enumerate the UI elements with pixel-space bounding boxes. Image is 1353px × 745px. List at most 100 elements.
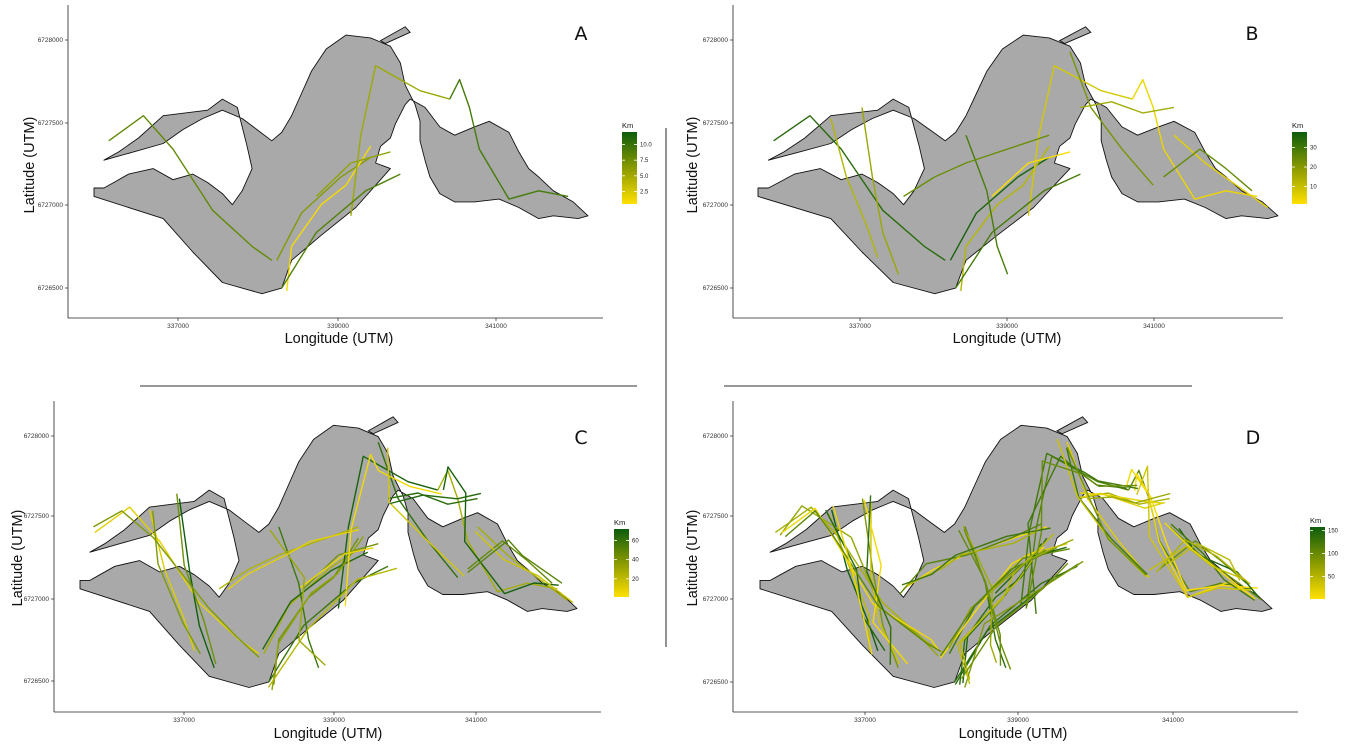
x-axis-title: Longitude (UTM) bbox=[953, 331, 1062, 347]
y-tick-label: 6726500 bbox=[38, 285, 64, 292]
track-line bbox=[477, 526, 568, 601]
panel-a: 6726500 6727000 6727500 6728000 337000 33900… bbox=[22, 5, 652, 347]
track-line bbox=[390, 492, 482, 505]
legend-ticks: 50 100 150 bbox=[1310, 529, 1339, 581]
region-spit bbox=[1056, 416, 1089, 435]
track-line bbox=[1148, 545, 1247, 581]
panel-b: 6726500 6727000 6727500 6728000 337000 33900… bbox=[685, 5, 1317, 347]
track-line bbox=[781, 507, 940, 652]
legend-tick-label: 50 bbox=[1328, 575, 1335, 581]
x-axis-title: Longitude (UTM) bbox=[959, 726, 1068, 742]
track-lines bbox=[773, 51, 1269, 291]
legend-tick-label: 100 bbox=[1328, 552, 1339, 558]
y-tick-label: 6726500 bbox=[24, 678, 50, 685]
legend-tick-label: 20 bbox=[1310, 165, 1317, 171]
track-line bbox=[940, 546, 1058, 657]
track-line bbox=[905, 527, 1044, 587]
track-line bbox=[387, 492, 478, 505]
track-line bbox=[901, 527, 1051, 586]
legend-tick-label: 10 bbox=[1310, 184, 1317, 190]
track-line bbox=[286, 145, 372, 291]
track-line bbox=[962, 525, 998, 663]
legend-tick-label: 60 bbox=[632, 538, 639, 544]
x-ticks: 337000 339000 341000 bbox=[173, 712, 487, 724]
y-tick-label: 6727000 bbox=[38, 202, 64, 209]
y-tick-label: 6727000 bbox=[24, 596, 50, 603]
y-ticks: 6726500 6727000 6727500 6728000 bbox=[24, 433, 54, 685]
track-line bbox=[387, 447, 465, 577]
track-line bbox=[299, 547, 374, 589]
legend-title: Km bbox=[1310, 516, 1321, 525]
panel-label: A bbox=[575, 23, 588, 45]
y-tick-label: 6728000 bbox=[703, 433, 729, 440]
track-line bbox=[965, 134, 1009, 275]
track-line bbox=[474, 530, 574, 603]
y-ticks: 6726500 6727000 6727500 6728000 bbox=[703, 433, 733, 686]
track-line bbox=[267, 567, 398, 688]
track-line bbox=[774, 506, 945, 655]
legend-title: Km bbox=[1292, 121, 1303, 130]
track-line bbox=[1087, 492, 1171, 504]
y-tick-label: 6727500 bbox=[703, 120, 729, 127]
study-region bbox=[757, 34, 1279, 295]
y-axis-title: Latitude (UTM) bbox=[685, 510, 701, 607]
y-tick-label: 6727500 bbox=[38, 120, 64, 127]
track-line bbox=[1027, 65, 1133, 216]
y-axis-title: Latitude (UTM) bbox=[10, 510, 26, 607]
x-tick-label: 341000 bbox=[1143, 323, 1165, 330]
x-ticks: 337000 339000 341000 bbox=[849, 318, 1165, 330]
track-line bbox=[825, 509, 886, 652]
colorbar-legend: Km 20 40 60 bbox=[614, 518, 639, 597]
legend-tick-label: 10.0 bbox=[640, 143, 652, 149]
track-line bbox=[1065, 447, 1148, 575]
legend-ticks: 2.5 5.0 7.5 10.0 bbox=[622, 143, 652, 195]
legend-tick-label: 20 bbox=[632, 577, 639, 583]
x-tick-label: 337000 bbox=[167, 323, 189, 330]
track-line bbox=[991, 151, 1071, 197]
track-line bbox=[963, 528, 1012, 670]
track-line bbox=[773, 115, 946, 261]
track-line bbox=[959, 543, 1045, 680]
y-tick-label: 6727000 bbox=[703, 596, 729, 603]
track-line bbox=[281, 173, 401, 289]
track-line bbox=[1066, 446, 1147, 576]
panel-label: B bbox=[1245, 23, 1258, 45]
track-line bbox=[276, 156, 371, 261]
panel-d: 6726500 6727000 6727500 6728000 337000 33900… bbox=[685, 401, 1339, 742]
track-line bbox=[350, 65, 450, 216]
x-axis-title: Longitude (UTM) bbox=[285, 331, 394, 347]
track-line bbox=[1164, 522, 1256, 600]
y-tick-label: 6728000 bbox=[38, 37, 64, 44]
track-line bbox=[268, 565, 389, 683]
track-line bbox=[344, 453, 442, 607]
colorbar bbox=[614, 529, 629, 597]
y-tick-label: 6727000 bbox=[703, 202, 729, 209]
panel-label: D bbox=[1246, 427, 1261, 449]
track-line bbox=[964, 560, 1084, 688]
x-tick-label: 339000 bbox=[323, 717, 345, 724]
track-line bbox=[271, 536, 364, 691]
x-tick-label: 337000 bbox=[854, 717, 876, 724]
x-tick-label: 339000 bbox=[996, 323, 1018, 330]
legend-tick-label: 30 bbox=[1310, 146, 1317, 152]
region-spit bbox=[1058, 26, 1092, 44]
track-line bbox=[442, 466, 559, 595]
legend-ticks: 20 40 60 bbox=[614, 538, 639, 583]
track-lines bbox=[93, 441, 574, 691]
y-ticks: 6726500 6727000 6727500 6728000 bbox=[703, 37, 733, 292]
y-tick-label: 6728000 bbox=[24, 433, 50, 440]
track-line bbox=[955, 173, 1081, 289]
study-region bbox=[759, 424, 1273, 688]
track-line bbox=[449, 78, 569, 200]
track-line bbox=[178, 498, 215, 669]
colorbar bbox=[1292, 132, 1307, 204]
track-line bbox=[315, 151, 391, 197]
track-line bbox=[1026, 460, 1138, 607]
colorbar-legend: Km 10 20 30 bbox=[1292, 121, 1317, 204]
region-spit bbox=[379, 26, 411, 44]
track-line bbox=[262, 551, 369, 650]
legend-title: Km bbox=[614, 518, 625, 527]
track-line bbox=[1125, 468, 1249, 598]
study-region bbox=[79, 424, 578, 688]
